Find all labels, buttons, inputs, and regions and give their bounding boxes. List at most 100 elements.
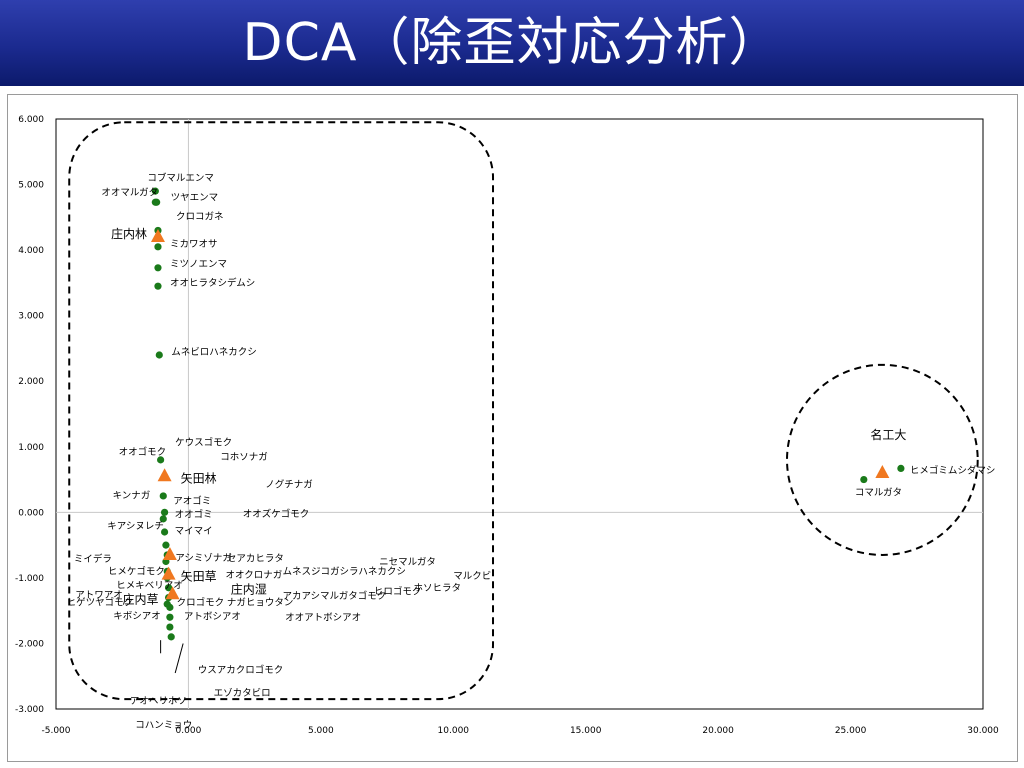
species-label: キボシアオ bbox=[113, 611, 161, 622]
species-label: コブマルエンマ bbox=[147, 172, 214, 184]
group-outline-right bbox=[786, 363, 979, 556]
title-banner: DCA（除歪対応分析） bbox=[0, 0, 1024, 86]
site-marker bbox=[162, 546, 177, 560]
species-label: コハンミョウ bbox=[135, 720, 192, 731]
species-label: ヒメケゴモク bbox=[108, 566, 165, 578]
annotation-label: ノグチナガ bbox=[265, 478, 313, 490]
species-label: コマルガタ bbox=[855, 488, 902, 499]
x-tick-label: 25.000 bbox=[835, 726, 867, 736]
site-label: 名工大 bbox=[870, 427, 906, 442]
annotation-label: ウスアカクロゴモク bbox=[198, 664, 284, 676]
x-tick-label: 0.000 bbox=[176, 726, 202, 736]
site-label: 庄内草 bbox=[123, 591, 159, 606]
y-tick-label: 6.000 bbox=[18, 115, 44, 125]
species-label: アトボシアオ bbox=[184, 611, 241, 622]
site-marker bbox=[157, 468, 172, 482]
species-point bbox=[154, 264, 162, 272]
species-point bbox=[166, 623, 174, 631]
species-label: ヒゲツヤゴモク bbox=[67, 597, 134, 609]
plot-border bbox=[55, 118, 984, 710]
species-label: クロコガネ bbox=[176, 211, 224, 222]
annotation-label: ニセマルガタ bbox=[379, 557, 436, 568]
annotation-label: ヒロゴモク bbox=[374, 585, 422, 597]
species-point bbox=[151, 187, 159, 195]
species-label: オオゴモク bbox=[119, 446, 167, 458]
species-point bbox=[164, 584, 173, 592]
annotation-label: コホソナガ bbox=[220, 452, 268, 463]
dca-scatter-plot: -5.000 0.000 5.000 10.000 15.000 20.000 25.000… bbox=[15, 115, 999, 736]
species-point bbox=[160, 528, 169, 536]
species-label: ムネビロハネカクシ bbox=[171, 347, 257, 358]
species-label: ヒメゴミムシダマシ bbox=[910, 464, 996, 476]
species-label: アトワアオ bbox=[75, 590, 123, 601]
species-label: アオヘリホソ bbox=[130, 696, 187, 707]
x-tick-label: 10.000 bbox=[438, 726, 470, 736]
site-label: 矢田草 bbox=[181, 570, 217, 584]
species-point bbox=[157, 456, 165, 464]
species-label: ミカワオサ bbox=[170, 239, 218, 250]
species-point bbox=[154, 282, 162, 290]
annotation-label: オオアトボシアオ bbox=[285, 613, 361, 624]
annotation-label: マルクビ bbox=[453, 571, 491, 582]
y-tick-label: -1.000 bbox=[15, 574, 44, 584]
x-tick-label: 20.000 bbox=[702, 726, 734, 736]
species-point bbox=[167, 633, 175, 641]
x-tick-label: 30.000 bbox=[967, 726, 999, 736]
y-tick-label: 5.000 bbox=[18, 181, 44, 191]
x-tick-label: -5.000 bbox=[41, 726, 70, 736]
y-tick-label: -3.000 bbox=[15, 705, 44, 715]
species-label: オオヒラタシデムシ bbox=[170, 277, 255, 289]
site-label: 庄内林 bbox=[111, 226, 147, 241]
species-label: ミイデラ bbox=[74, 553, 112, 565]
species-label: オオゴミ bbox=[175, 508, 213, 520]
species-label: マイマイ bbox=[175, 526, 213, 537]
annotation-label: アカアシマルガタゴモク bbox=[282, 590, 386, 602]
species-point bbox=[897, 464, 905, 473]
species-point bbox=[155, 351, 163, 359]
species-point bbox=[166, 613, 174, 621]
group-outline-left bbox=[68, 121, 495, 701]
species-point bbox=[166, 603, 174, 611]
annotation-label: ムネスジコガシラハネカクシ bbox=[282, 567, 405, 578]
annotation-label: エゾカタビロ bbox=[214, 688, 271, 699]
species-point bbox=[159, 492, 167, 500]
species-point bbox=[160, 508, 169, 516]
leader-line bbox=[174, 643, 184, 674]
y-tick-label: 1.000 bbox=[18, 443, 44, 453]
species-point bbox=[154, 243, 162, 251]
species-label: ヒメキベリアオ bbox=[116, 580, 183, 591]
site-marker bbox=[150, 229, 165, 242]
annotation-label: オオズケゴモク bbox=[243, 508, 310, 520]
species-point bbox=[860, 475, 868, 484]
species-label: クロゴモク bbox=[177, 597, 225, 609]
site-marker bbox=[875, 465, 890, 478]
annotation-label: セアカヒラタ bbox=[227, 554, 284, 565]
x-tick-label: 15.000 bbox=[570, 726, 602, 736]
species-label: ミツノエンマ bbox=[170, 259, 227, 270]
site-marker bbox=[165, 586, 180, 600]
annotation-label: ナガヒョウタン bbox=[227, 597, 294, 608]
species-point bbox=[153, 198, 161, 206]
y-tick-label: 0.000 bbox=[18, 508, 44, 518]
site-label: 矢田林 bbox=[181, 471, 217, 485]
species-point bbox=[159, 515, 167, 523]
species-label: オオマルガタ bbox=[101, 187, 158, 198]
species-label: アオゴミ bbox=[173, 495, 211, 507]
site-marker bbox=[161, 566, 176, 580]
species-label: キンナガ bbox=[113, 490, 151, 501]
annotation-label: 庄内湿 bbox=[231, 582, 267, 597]
species-label: ツヤエンマ bbox=[171, 192, 219, 203]
y-tick-label: 3.000 bbox=[18, 312, 44, 322]
chart-area: -5.000 0.000 5.000 10.000 15.000 20.000 25.000… bbox=[7, 94, 1018, 762]
annotation-label: オオクロナガ bbox=[226, 570, 283, 581]
x-tick-label: 5.000 bbox=[308, 726, 334, 736]
annotation-label: ホソヒラタ bbox=[414, 583, 462, 594]
annotation-label: ケウスゴモク bbox=[175, 436, 232, 448]
y-tick-label: -2.000 bbox=[15, 639, 44, 649]
y-tick-label: 4.000 bbox=[18, 246, 44, 256]
y-tick-label: 2.000 bbox=[18, 377, 44, 387]
species-label: キアシヌレチ bbox=[107, 521, 164, 532]
page-title: DCA（除歪対応分析） bbox=[242, 13, 782, 73]
species-point bbox=[162, 541, 170, 549]
species-label: アシミゾナガ bbox=[175, 553, 232, 564]
